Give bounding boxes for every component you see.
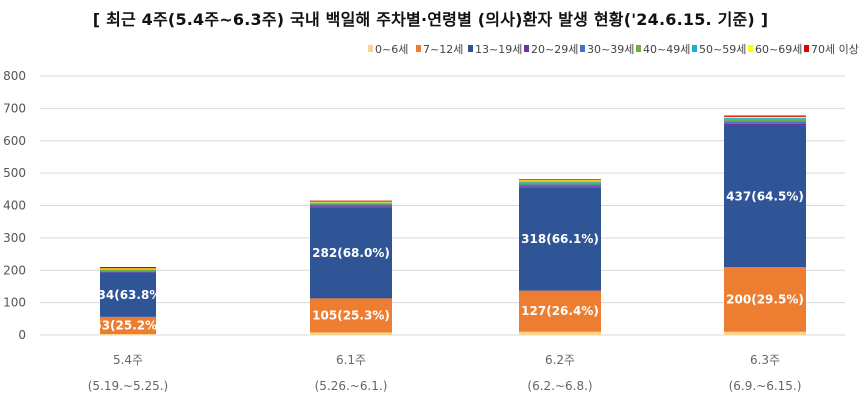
- bar-segment: [100, 271, 156, 273]
- bar-segment: [724, 331, 806, 335]
- y-tick-label: 300: [3, 231, 26, 245]
- data-label: 437(64.5%): [726, 189, 804, 203]
- bar-segment: [310, 203, 392, 205]
- legend-label: 7~12세: [423, 43, 463, 56]
- bar-segment: [100, 272, 156, 274]
- legend-label: 0~6세: [375, 43, 408, 56]
- bar-segment: [310, 298, 392, 333]
- data-label: 318(66.1%): [521, 232, 599, 246]
- data-label: 200(29.5%): [726, 292, 804, 306]
- y-tick-label: 500: [3, 166, 26, 180]
- legend-swatch: [468, 45, 473, 52]
- x-tick-label: 5.4주: [113, 353, 143, 367]
- bar-segment: [519, 290, 601, 332]
- legend-swatch: [636, 45, 641, 52]
- legend-swatch: [416, 45, 421, 52]
- data-label: 282(68.0%): [312, 246, 390, 260]
- bar-segment: [519, 181, 601, 183]
- bar-segment: [100, 268, 156, 270]
- legend-label: 20~29세: [531, 43, 578, 56]
- legend-label: 50~59세: [699, 43, 746, 56]
- x-tick-label: 6.2주: [545, 353, 575, 367]
- legend-label: 60~69세: [755, 43, 802, 56]
- x-tick-sublabel: (5.19.~5.25.): [88, 379, 168, 393]
- bar-segment: [100, 267, 156, 269]
- y-tick-label: 400: [3, 199, 26, 213]
- data-label: 134(63.8%): [89, 288, 167, 302]
- bar-segment: [519, 180, 601, 182]
- bar-segment: [100, 273, 156, 317]
- bar-segment: [519, 179, 601, 181]
- bar-segment: [519, 182, 601, 185]
- bar-segment: [724, 121, 806, 124]
- bar-segment: [310, 204, 392, 207]
- legend-swatch: [804, 45, 809, 52]
- bar-segment: [310, 200, 392, 202]
- legend-swatch: [368, 45, 373, 52]
- bar-segment: [100, 269, 156, 272]
- bar-segment: [724, 118, 806, 120]
- bar-segment: [519, 186, 601, 188]
- legend-label: 40~49세: [643, 43, 690, 56]
- bar-segment: [519, 184, 601, 187]
- bar-segment: [100, 269, 156, 270]
- y-tick-label: 600: [3, 134, 26, 148]
- legend-swatch: [524, 45, 529, 52]
- legend-label: 13~19세: [475, 43, 522, 56]
- x-tick-sublabel: (6.9.~6.15.): [729, 379, 802, 393]
- data-label: 127(26.4%): [521, 304, 599, 318]
- bar-segment: [310, 206, 392, 208]
- bar-segment: [724, 123, 806, 126]
- bar-segment: [100, 334, 156, 335]
- legend-label: 30~39세: [587, 43, 634, 56]
- legend-swatch: [692, 45, 697, 52]
- bar-segment: [310, 207, 392, 299]
- data-label: 53(25.2%): [93, 318, 162, 332]
- bar-segment: [310, 202, 392, 204]
- y-tick-label: 100: [3, 296, 26, 310]
- legend-label: 70세 이상: [811, 43, 859, 56]
- bar-segment: [100, 316, 156, 335]
- legend-swatch: [748, 45, 753, 52]
- bar-segment: [519, 187, 601, 291]
- bar-segment: [310, 332, 392, 335]
- x-tick-sublabel: (6.2.~6.8.): [527, 379, 592, 393]
- y-tick-label: 200: [3, 263, 26, 277]
- x-tick-sublabel: (5.26.~6.1.): [315, 379, 388, 393]
- y-tick-label: 800: [3, 69, 26, 83]
- bar-segment: [310, 201, 392, 203]
- x-tick-label: 6.1주: [336, 353, 366, 367]
- x-tick-label: 6.3주: [750, 353, 780, 367]
- bar-segment: [724, 125, 806, 268]
- bar-segment: [724, 115, 806, 117]
- bar-segment: [724, 116, 806, 119]
- y-tick-label: 700: [3, 101, 26, 115]
- bar-segment: [724, 267, 806, 332]
- legend-swatch: [580, 45, 585, 52]
- chart-title: [ 최근 4주(5.4주~6.3주) 국내 백일해 주차별·연령별 (의사)환자…: [92, 10, 769, 29]
- bar-segment: [519, 331, 601, 335]
- bar-segment: [724, 119, 806, 122]
- data-label: 105(25.3%): [312, 308, 390, 322]
- y-tick-label: 0: [18, 328, 26, 342]
